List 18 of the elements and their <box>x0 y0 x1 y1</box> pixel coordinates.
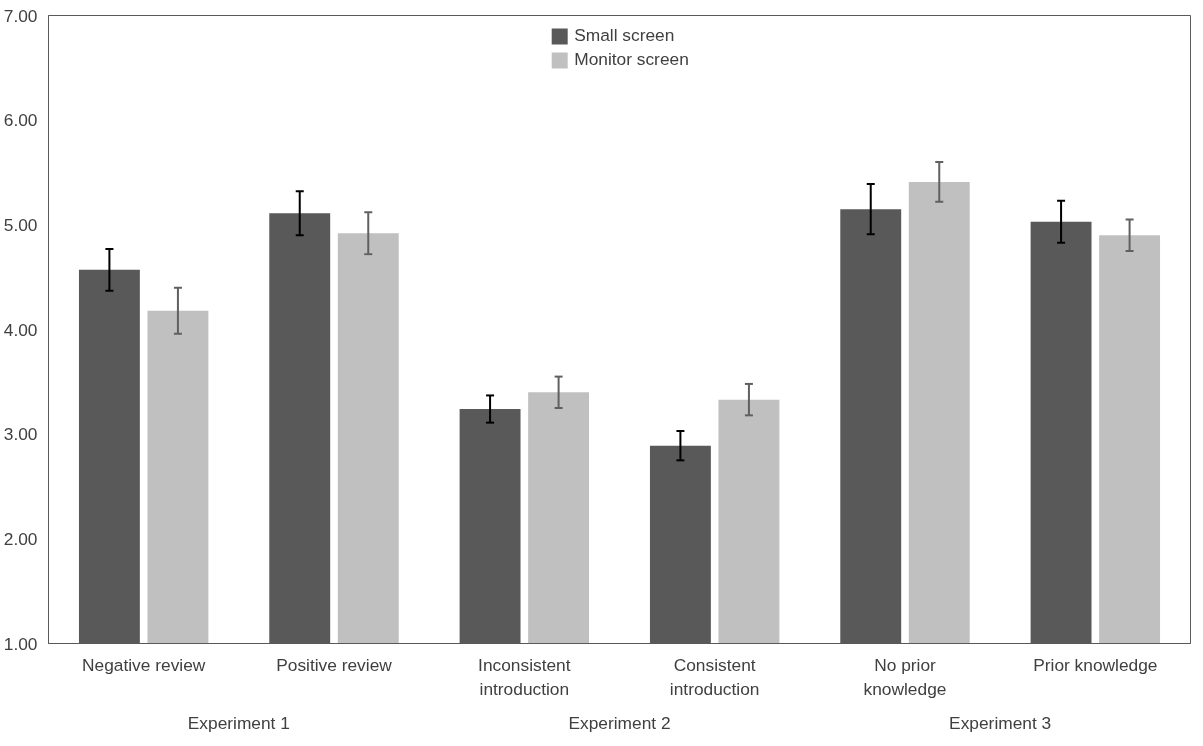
x-tick-label: Inconsistent introduction <box>478 654 571 699</box>
legend-label: Small screen <box>574 25 675 46</box>
text: Experiment 1 <box>187 712 290 733</box>
y-tick-label: 1.00 <box>3 633 38 654</box>
y-tick-label: 7.00 <box>3 5 38 26</box>
x-tick-label: Consistent introduction <box>669 654 760 699</box>
y-tick-label: 3.00 <box>3 424 38 445</box>
y-tick-label: 5.00 <box>3 214 38 235</box>
y-tick-label: 2.00 <box>3 528 38 549</box>
legend-label: Monitor screen <box>574 49 689 70</box>
x-tick-label: Prior knowledge <box>1033 654 1158 675</box>
x-tick-label: Positive review <box>276 654 393 675</box>
x-tick-label: Negative review <box>82 654 206 675</box>
text: Experiment 2 <box>568 712 671 733</box>
x-tick-label: No prior knowledge <box>863 654 947 699</box>
text: Experiment 3 <box>949 712 1052 733</box>
y-tick-label: 6.00 <box>3 110 38 131</box>
y-tick-label: 4.00 <box>3 319 38 340</box>
